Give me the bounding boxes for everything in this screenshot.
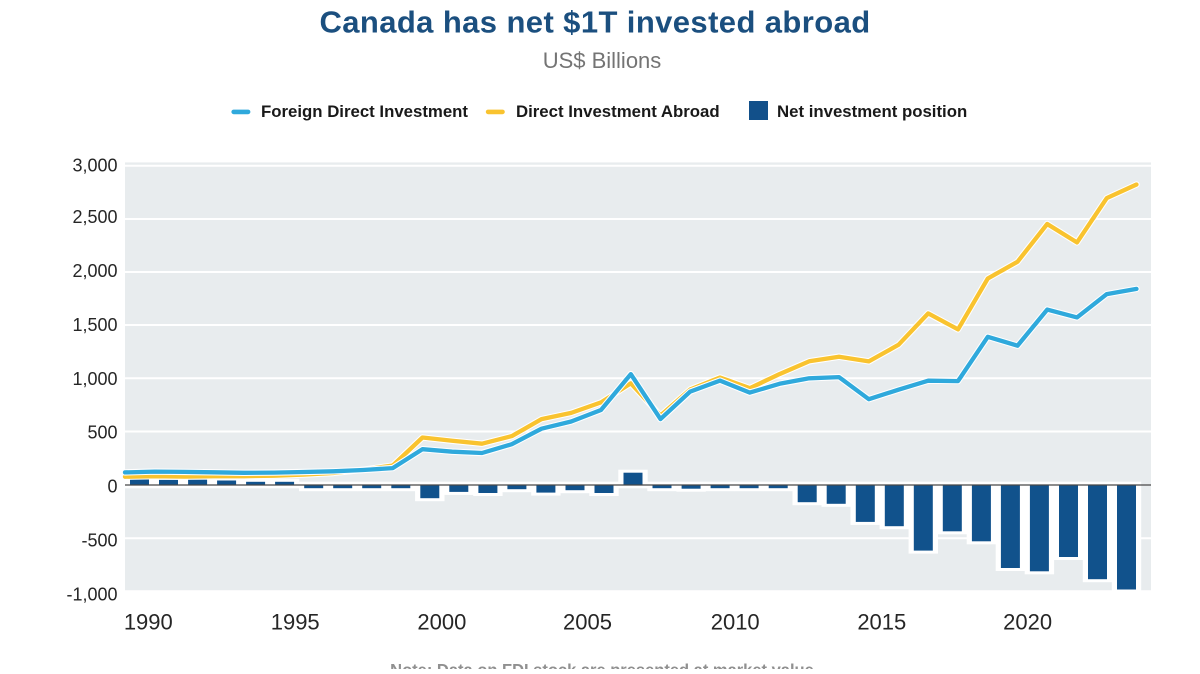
svg-text:US$ Billions: US$ Billions <box>543 48 662 73</box>
svg-text:2000: 2000 <box>417 610 466 635</box>
svg-text:2010: 2010 <box>711 610 760 635</box>
svg-text:Foreign Direct Investment: Foreign Direct Investment <box>261 102 468 121</box>
svg-text:1990: 1990 <box>124 610 173 635</box>
svg-text:-1,000: -1,000 <box>66 585 117 605</box>
svg-text:1,000: 1,000 <box>72 369 117 389</box>
svg-text:3,000: 3,000 <box>72 156 117 176</box>
svg-text:1995: 1995 <box>271 610 320 635</box>
svg-text:2,000: 2,000 <box>72 261 117 281</box>
svg-text:2020: 2020 <box>1003 610 1052 635</box>
svg-text:0: 0 <box>107 477 117 497</box>
svg-text:-500: -500 <box>81 531 117 551</box>
svg-text:1,500: 1,500 <box>72 315 117 335</box>
svg-text:2,500: 2,500 <box>72 207 117 227</box>
svg-text:Canada has net $1T invested ab: Canada has net $1T invested abroad <box>319 5 870 40</box>
svg-text:Net investment position: Net investment position <box>777 102 967 121</box>
svg-text:Note: Data on FDI stock are pr: Note: Data on FDI stock are presented at… <box>390 662 814 670</box>
svg-text:2005: 2005 <box>563 610 612 635</box>
svg-text:2015: 2015 <box>857 610 906 635</box>
svg-text:500: 500 <box>87 423 117 443</box>
svg-text:Direct Investment Abroad: Direct Investment Abroad <box>516 102 720 121</box>
